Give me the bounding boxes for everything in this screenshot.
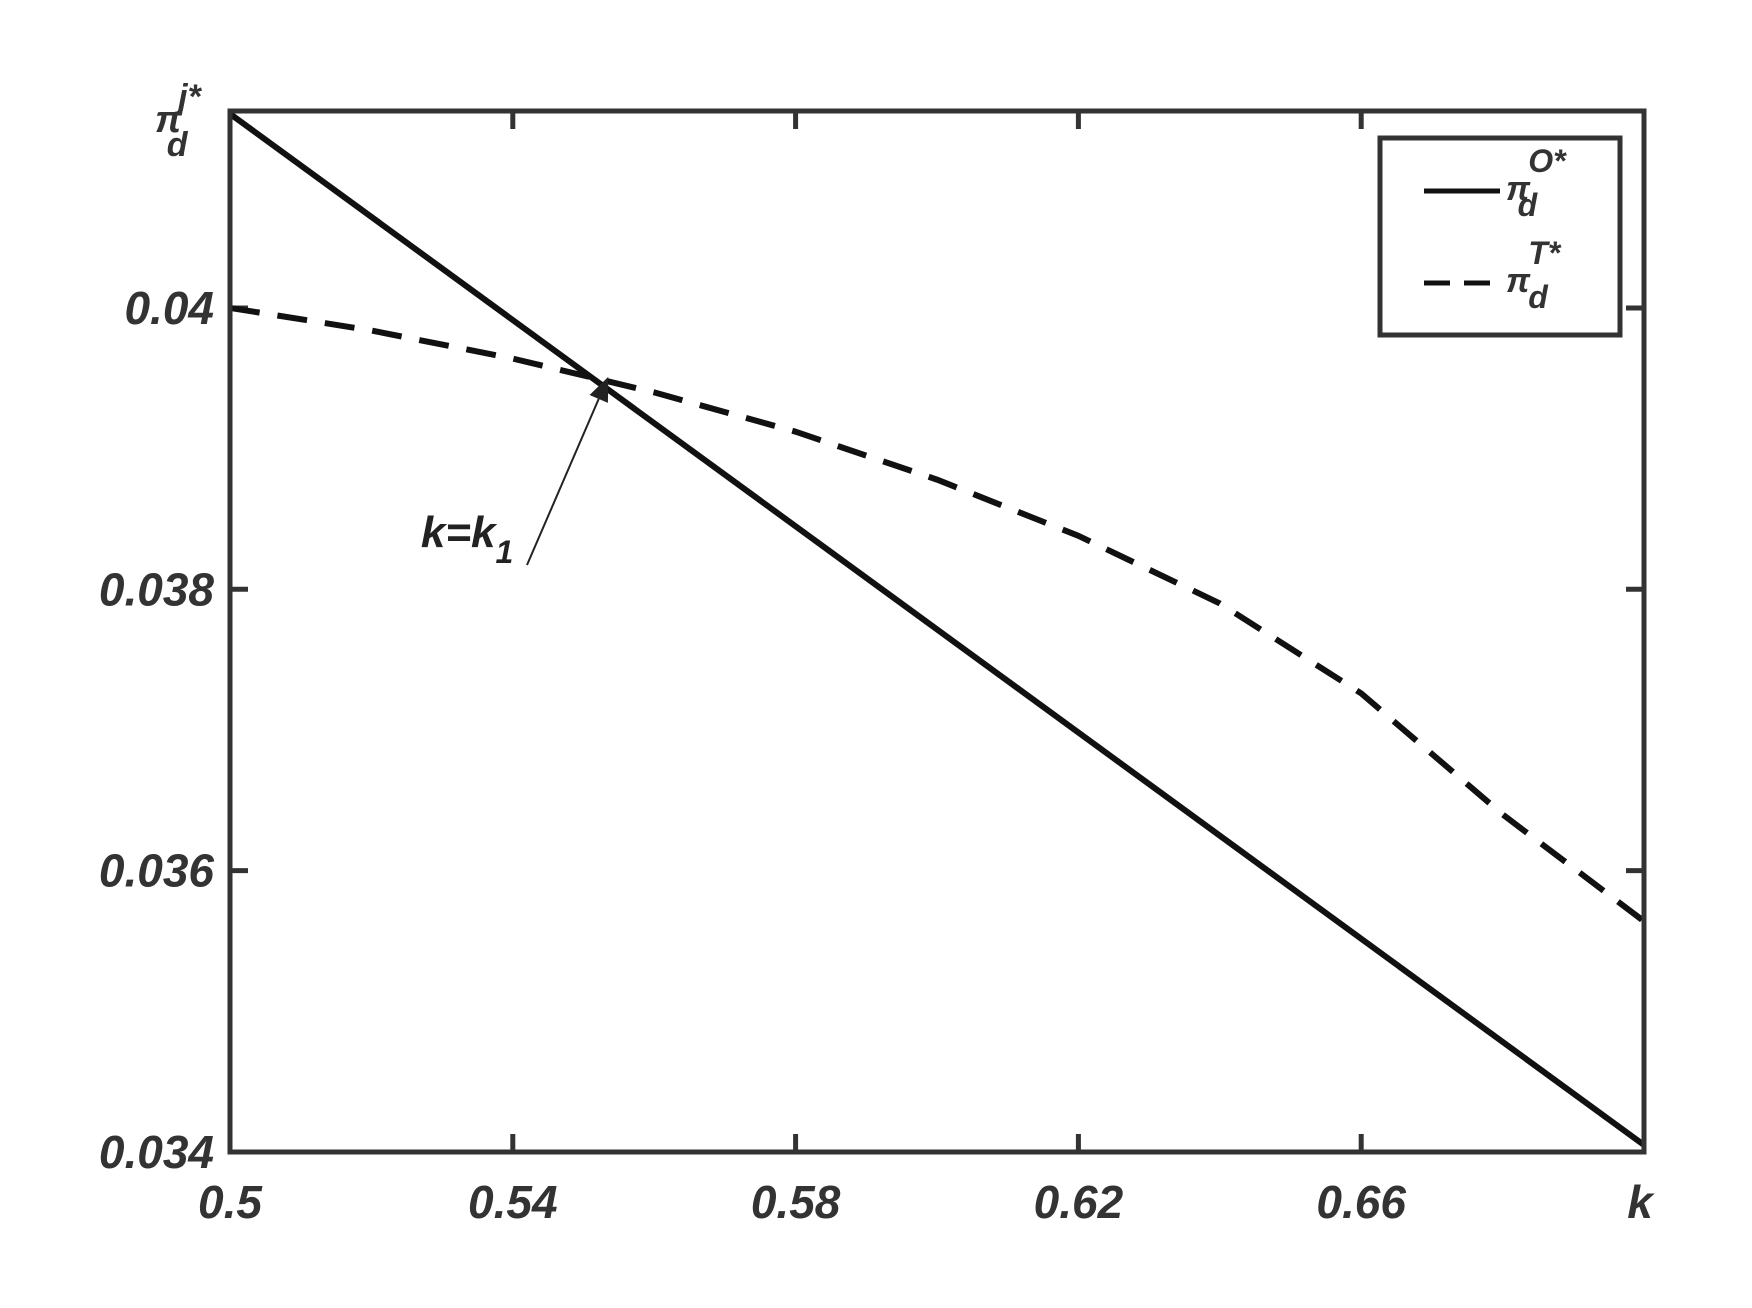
x-tick-label: 0.62 <box>1034 1176 1124 1228</box>
legend-box <box>1377 135 1623 338</box>
annotation: k=k1 <box>421 376 609 570</box>
series-line-0 <box>228 111 1646 1148</box>
y-axis-label: πj* d <box>155 78 203 164</box>
y-tick-labels: 0.034 0.036 0.038 0.04 <box>99 282 215 1178</box>
legend-entry-t: πT* d <box>1506 235 1562 315</box>
annotation-arrow <box>526 398 600 566</box>
x-tick-labels: 0.5 0.54 0.58 0.62 0.66 <box>198 1176 1406 1228</box>
series-line-1 <box>229 304 1646 924</box>
annotation-arrow-head <box>589 376 609 403</box>
x-tick-label: 0.66 <box>1316 1176 1406 1228</box>
x-axis-label: k <box>1627 1176 1655 1228</box>
y-tick-label: 0.036 <box>99 845 215 897</box>
y-tick-label: 0.034 <box>99 1126 214 1178</box>
legend-entry-o: πO* d <box>1506 143 1567 223</box>
series-layer <box>228 111 1646 1148</box>
legend: πO* d πT* d <box>1377 135 1623 338</box>
annotation-label: k=k1 <box>421 508 513 570</box>
plot-frame <box>227 108 1647 1155</box>
x-tick-label: 0.5 <box>198 1176 263 1228</box>
y-tick-label: 0.038 <box>99 563 215 615</box>
y-tick-label: 0.04 <box>124 282 214 334</box>
x-tick-label: 0.58 <box>751 1176 841 1228</box>
x-tick-label: 0.54 <box>468 1176 558 1228</box>
